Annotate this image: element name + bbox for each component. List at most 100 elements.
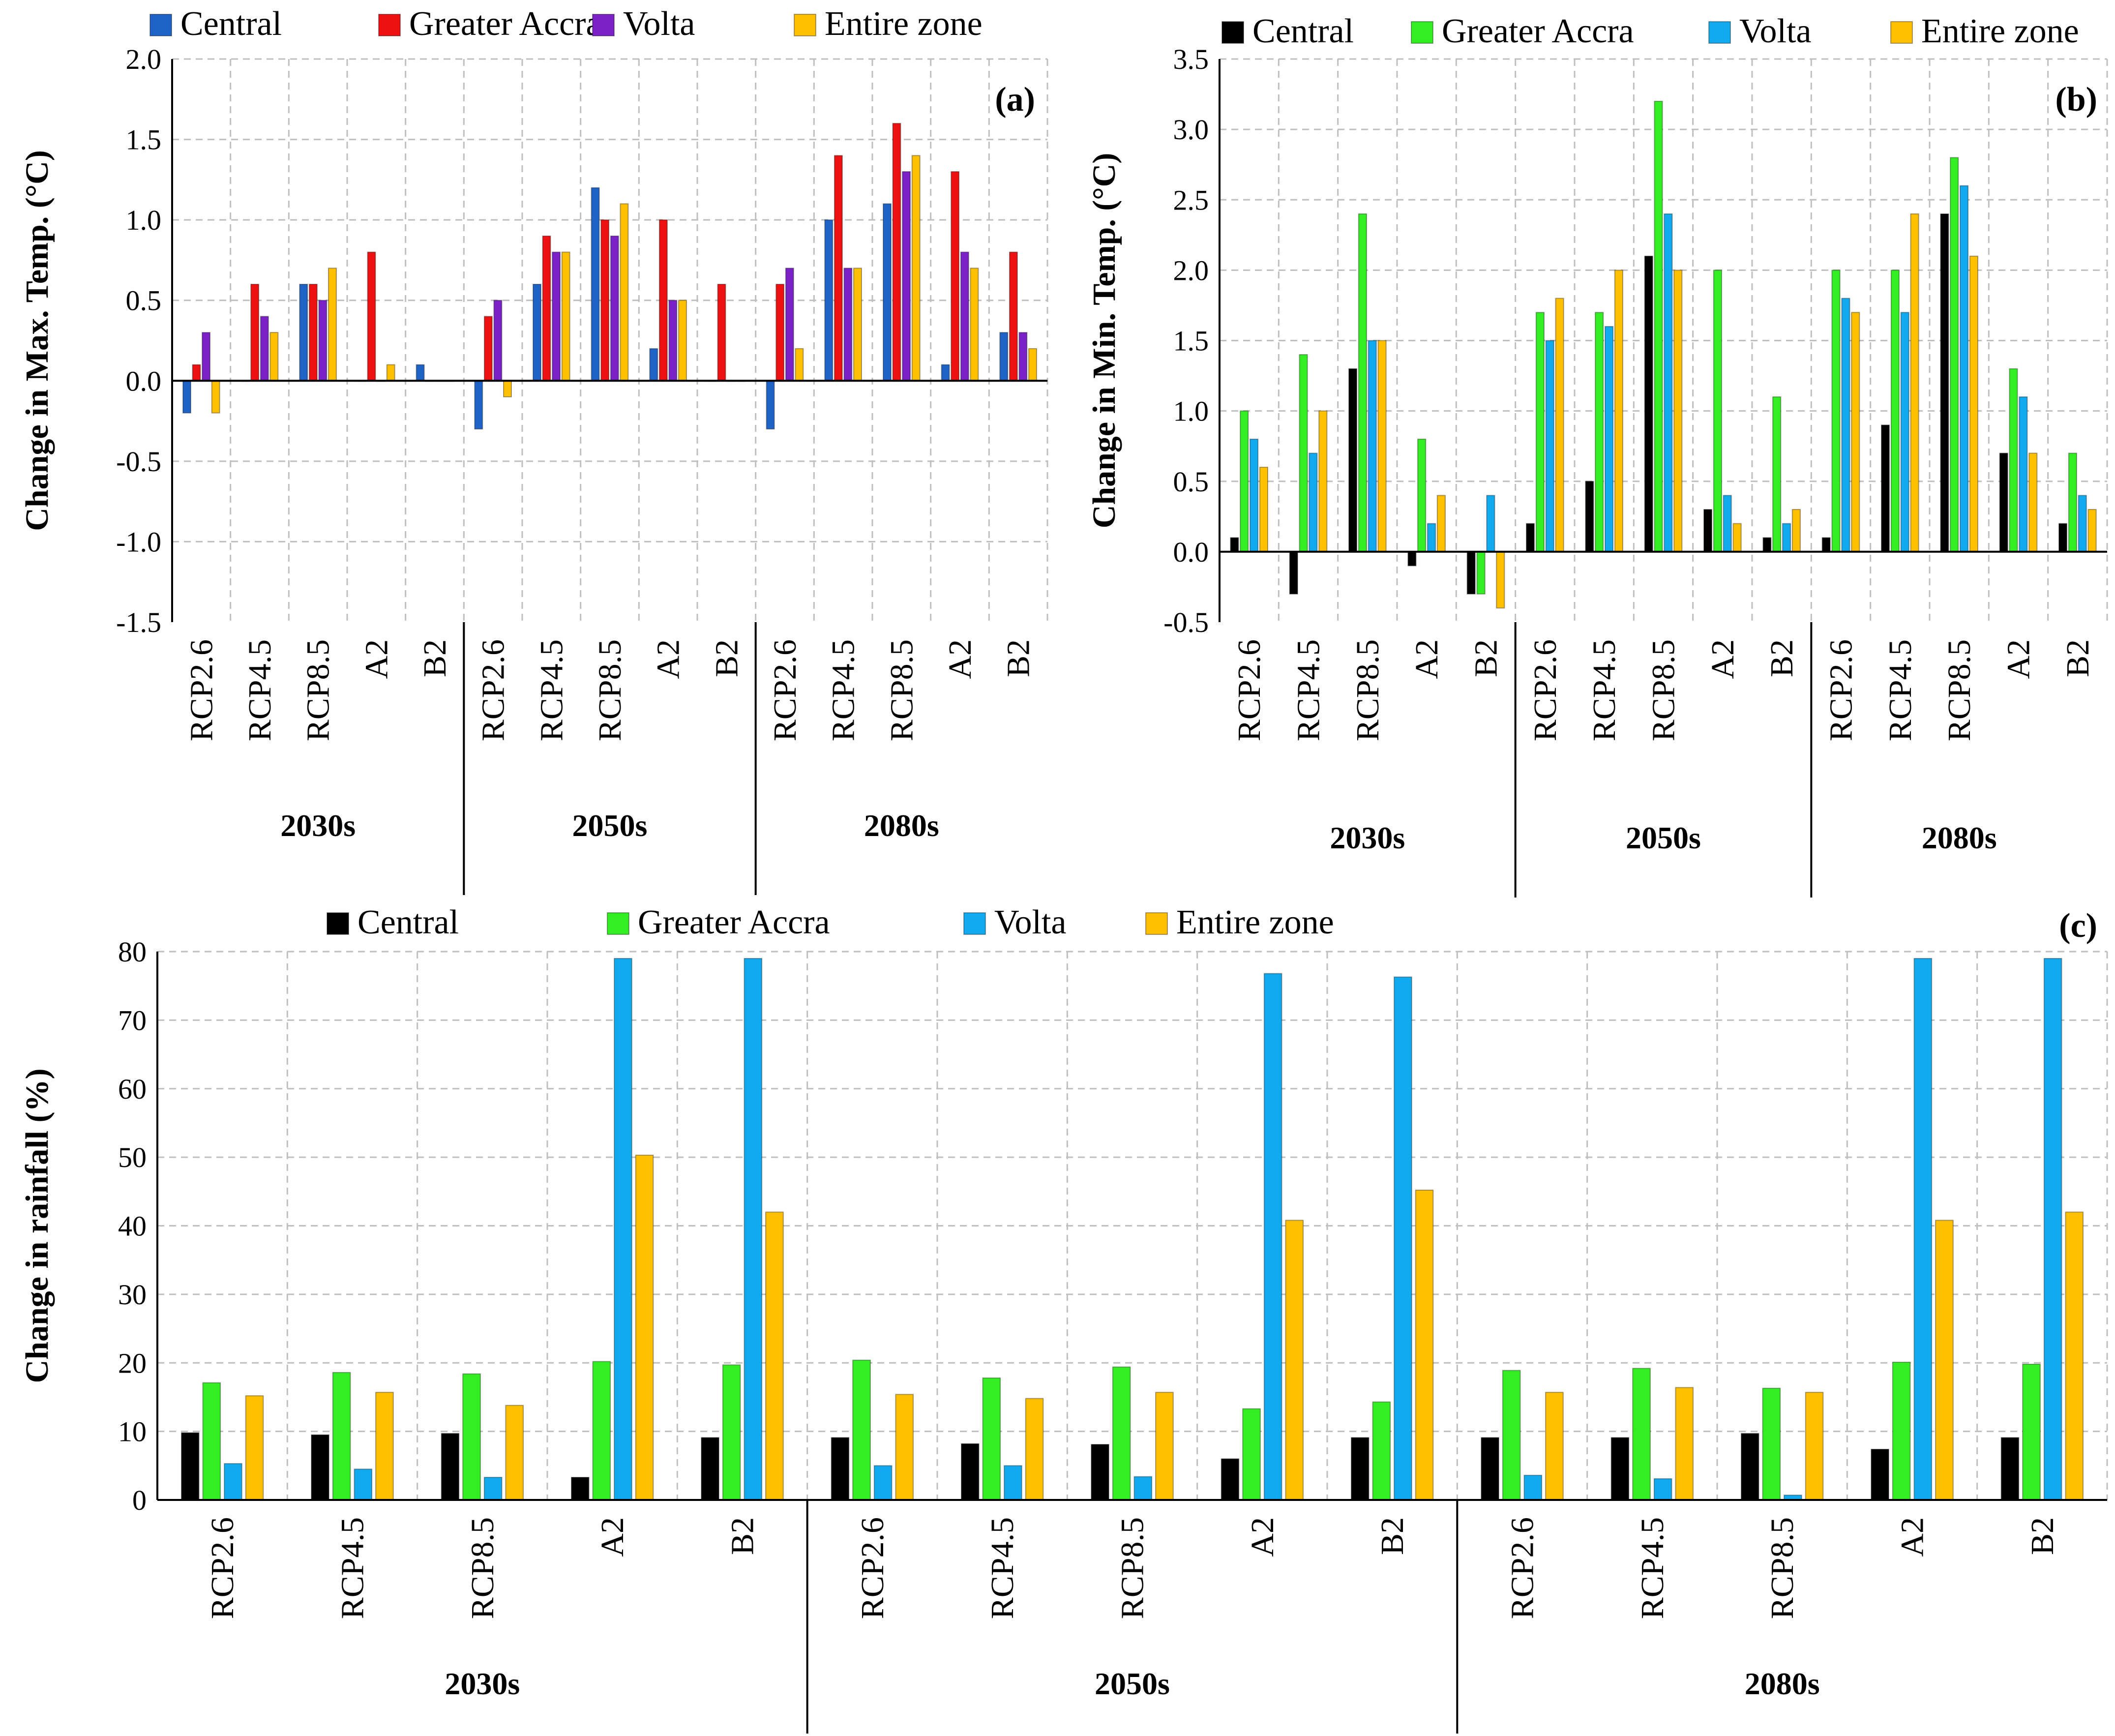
bar-volta [1394,976,1412,1500]
x-tick-label: A2 [1895,1517,1931,1557]
bar-central [1348,368,1358,552]
bar-entire-zone [561,251,570,382]
bar-central [883,203,892,382]
bar-greater-accra [483,316,493,382]
y-tick-label: -0.5 [116,446,161,478]
group-label: 2030s [280,808,356,843]
bar-volta [224,1463,242,1501]
bar-volta [483,1477,503,1500]
x-tick-label: A2 [1409,639,1445,679]
bar-greater-accra [1535,312,1545,552]
bar-greater-accra [1654,100,1663,552]
x-tick-label: B2 [2025,1517,2060,1555]
bar-greater-accra [658,219,668,382]
legend-swatch [1411,21,1433,44]
bar-volta [2078,495,2087,552]
x-tick-label: RCP8.5 [1350,639,1386,741]
legend-swatch [592,14,615,36]
bar-greater-accra [367,251,376,382]
legend-swatch [794,14,816,36]
x-tick-label: RCP4.5 [335,1517,371,1619]
x-tick-label: RCP4.5 [984,1517,1020,1619]
bar-greater-accra [192,364,201,382]
bar-greater-accra [892,122,901,382]
x-tick-label: B2 [1374,1517,1410,1555]
legend-label: Central [180,5,282,43]
bar-volta [1605,326,1614,552]
x-tick-label: RCP2.6 [476,639,511,741]
bar-greater-accra [2068,452,2077,552]
bar-volta [785,268,794,382]
bar-volta [960,251,969,382]
bar-greater-accra [982,1377,1001,1500]
x-tick-label: RCP2.6 [1527,639,1563,741]
bar-greater-accra [462,1373,481,1501]
group-label: 2080s [1922,820,1997,855]
bar-greater-accra [1831,269,1841,552]
bar-volta [1782,523,1791,552]
x-tick-label: RCP4.5 [1882,639,1918,741]
bar-volta [1018,332,1028,382]
bar-central [1703,509,1713,552]
bar-entire-zone [853,268,862,382]
bar-central [649,348,658,382]
bar-greater-accra [1299,354,1308,552]
bar-entire-zone [1805,1392,1824,1500]
bar-greater-accra [1772,396,1782,552]
bar-greater-accra [1240,410,1249,552]
legend-swatch [1708,21,1731,44]
group-label: 2080s [1745,1666,1820,1701]
x-tick-label: RCP4.5 [1635,1517,1670,1619]
panel-tag: (a) [995,81,1035,119]
x-tick-label: A2 [1705,639,1741,679]
x-tick-label: B2 [709,639,745,677]
bar-greater-accra [1632,1368,1651,1500]
group-label: 2050s [1095,1666,1170,1701]
x-tick-label: RCP4.5 [534,639,569,741]
bar-volta [1133,1476,1153,1501]
bar-entire-zone [635,1154,654,1500]
y-tick-label: 0.5 [1173,466,1209,498]
bar-central [1762,537,1772,552]
legend-swatch [149,14,172,36]
x-tick-label: RCP4.5 [1291,639,1327,741]
bar-central [1871,1448,1889,1500]
x-tick-label: RCP2.6 [855,1517,891,1619]
bar-central [416,364,425,382]
bar-volta [1900,312,1909,552]
bar-central [824,219,834,382]
bar-volta [902,171,911,382]
bar-entire-zone [2028,452,2038,552]
legend-label: Entire zone [1176,903,1334,941]
y-tick-label: 70 [118,1004,147,1036]
bar-volta [744,958,763,1500]
y-tick-label: 40 [118,1210,147,1242]
bar-greater-accra [775,284,785,382]
x-tick-label: RCP4.5 [826,639,862,741]
bar-greater-accra [308,284,318,382]
panel-tag: (c) [2059,907,2097,945]
bar-entire-zone [211,380,220,414]
bar-greater-accra [1950,157,1959,552]
bar-entire-zone [1614,269,1624,552]
bar-greater-accra [600,219,610,382]
bar-entire-zone [1259,467,1269,552]
bar-entire-zone [1377,340,1387,552]
y-tick-label: -1.0 [116,526,161,558]
legend: Central Greater Accra Volta Entire zone [327,903,1334,941]
bar-entire-zone [1415,1190,1434,1500]
bar-entire-zone [795,348,804,382]
bar-volta [1545,340,1554,552]
bar-central [1230,537,1239,552]
legend-label: Volta [623,5,695,43]
bar-central [180,1432,200,1500]
bar-entire-zone [620,203,629,382]
legend-swatch [607,912,629,935]
bar-greater-accra [834,155,843,382]
bar-greater-accra [2022,1364,2041,1500]
legend-label: Volta [1739,12,1812,50]
bar-entire-zone [1285,1220,1304,1501]
bar-greater-accra [1595,312,1604,552]
bar-volta [1723,495,1732,552]
legend-swatch [963,912,986,935]
